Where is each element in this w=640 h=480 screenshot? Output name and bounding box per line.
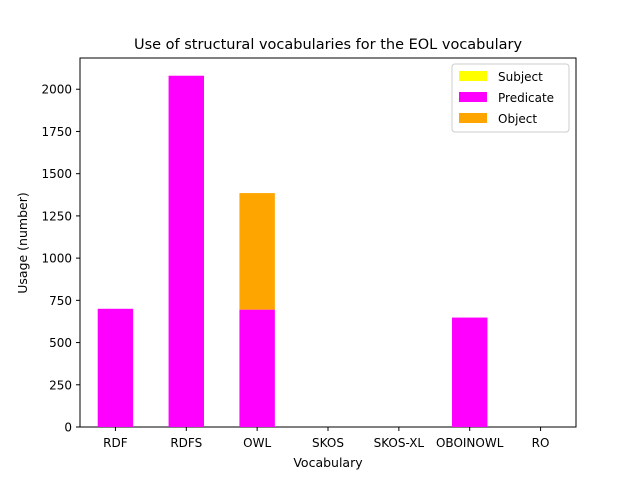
legend: Subject Predicate Object	[451, 63, 570, 133]
bar-owl-object	[239, 193, 275, 310]
y-axis: 0 250 500 750 1000 1250 1500 1750 2000	[41, 83, 80, 435]
y-tick-label-2000: 2000	[41, 83, 72, 97]
bar-oboinowl-predicate	[452, 317, 488, 427]
x-tick-label-oboinowl: OBOINOWL	[436, 436, 504, 450]
y-tick-label-750: 750	[49, 294, 72, 308]
x-tick-label-owl: OWL	[243, 436, 271, 450]
y-tick-label-500: 500	[49, 336, 72, 350]
legend-swatch-object	[459, 113, 487, 123]
x-tick-label-skos-xl: SKOS-XL	[374, 436, 425, 450]
legend-swatch-predicate	[459, 92, 487, 102]
legend-label-predicate: Predicate	[498, 91, 554, 105]
chart-title: Use of structural vocabularies for the E…	[134, 37, 522, 53]
y-tick-label-1750: 1750	[41, 125, 72, 139]
y-tick-label-0: 0	[64, 421, 72, 435]
y-axis-label: Usage (number)	[15, 192, 30, 293]
x-axis-label: Vocabulary	[293, 455, 363, 470]
x-tick-label-skos: SKOS	[312, 436, 344, 450]
legend-label-subject: Subject	[498, 70, 543, 84]
y-tick-label-1000: 1000	[41, 252, 72, 266]
bar-rdf-predicate	[97, 308, 134, 427]
y-tick-label-1500: 1500	[41, 167, 72, 181]
x-tick-label-rdfs: RDFS	[170, 436, 202, 450]
x-axis: RDF RDFS OWL SKOS SKOS-XL OBOINOWL RO	[103, 427, 549, 450]
y-tick-label-1250: 1250	[41, 209, 72, 223]
legend-swatch-subject	[459, 71, 487, 81]
legend-label-object: Object	[498, 112, 537, 126]
bar-owl-predicate	[239, 309, 275, 427]
x-tick-label-ro: RO	[532, 436, 550, 450]
bars	[97, 75, 488, 427]
bar-rdfs-predicate	[168, 75, 204, 427]
y-tick-label-250: 250	[49, 378, 72, 392]
x-tick-label-rdf: RDF	[103, 436, 128, 450]
